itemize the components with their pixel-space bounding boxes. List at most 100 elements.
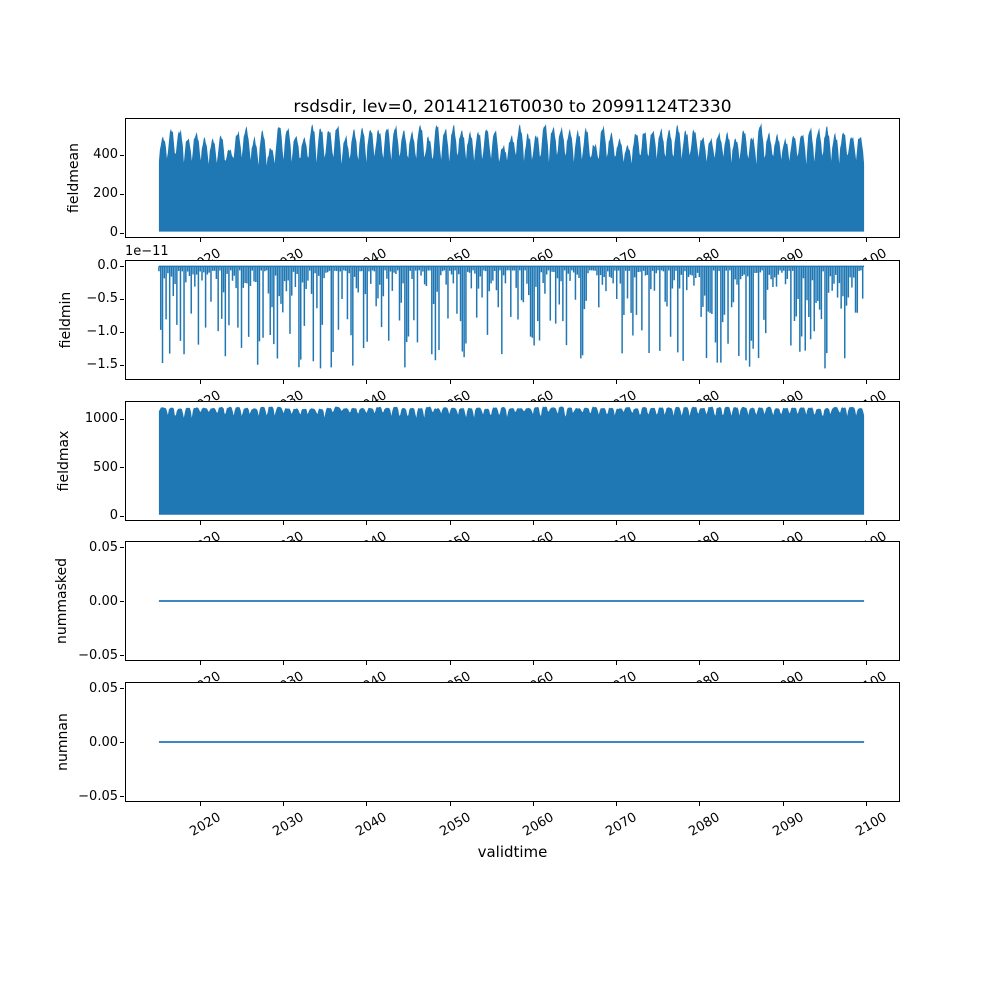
x-tick-mark	[782, 238, 784, 242]
x-tick-label: 2030	[271, 246, 308, 260]
y-tick-mark	[120, 688, 124, 689]
y-tick-label: 0.0	[97, 258, 118, 273]
x-tick-label: 2090	[769, 810, 807, 840]
x-tick-mark	[699, 238, 701, 242]
x-tick-label: 2020	[187, 246, 224, 260]
y-tick-label: 0.05	[89, 680, 118, 696]
x-tick-label: 2040	[353, 810, 390, 840]
x-tick-label: 2060	[520, 388, 557, 401]
subplot-numnan	[125, 682, 900, 802]
x-tick-label: 2080	[686, 810, 723, 840]
y-tick-label: 0.05	[89, 539, 118, 555]
x-tick-mark	[865, 521, 867, 525]
x-tick-label: 2030	[271, 669, 308, 682]
x-tick-label: 2030	[271, 388, 308, 401]
x-axis-label: validtime	[477, 843, 548, 861]
x-tick-label: 2050	[437, 669, 474, 682]
x-axis-gap-strip: 2020 2030 2040 2050 2060 2070 2080 2090 2100	[0, 661, 1000, 682]
x-tick-label: 2030	[270, 810, 307, 840]
x-tick-label: 2060	[520, 246, 557, 260]
x-tick-mark	[532, 661, 534, 665]
x-tick-label: 2040	[354, 388, 391, 401]
x-tick-mark	[616, 661, 618, 665]
x-tick-mark	[449, 802, 451, 806]
y-tick-mark	[120, 193, 124, 195]
x-tick-mark	[699, 521, 701, 525]
y-tick-mark	[120, 467, 124, 468]
y-tick-label: −1.0	[86, 324, 118, 340]
y-tick-mark	[120, 601, 124, 602]
x-tick-label: 2030	[271, 529, 308, 541]
figure-title: rsdsdir, lev=0, 20141216T0030 to 2099112…	[293, 97, 732, 117]
x-tick-mark	[782, 380, 784, 384]
x-tick-label: 2050	[437, 388, 474, 401]
series-nummasked	[158, 600, 865, 602]
x-tick-mark	[366, 521, 368, 525]
y-tick-mark	[120, 418, 124, 420]
y-tick-mark	[120, 515, 124, 517]
x-tick-mark	[782, 661, 784, 665]
x-tick-mark	[532, 802, 534, 806]
x-tick-label: 2060	[520, 529, 557, 541]
x-tick-label: 2020	[187, 529, 224, 541]
x-tick-mark	[616, 521, 618, 525]
x-axis-bottom: 2020 2030 2040 2050 2060 2070 2080 2090 2100	[0, 802, 1000, 844]
x-tick-label: 2080	[687, 529, 724, 541]
x-tick-mark	[283, 661, 285, 665]
x-tick-mark	[366, 238, 368, 242]
x-tick-label: 2100	[853, 669, 890, 682]
x-tick-label: 2070	[603, 529, 640, 541]
x-tick-mark	[283, 521, 285, 525]
x-tick-label: 2080	[687, 669, 724, 682]
x-tick-mark	[865, 380, 867, 384]
x-tick-label: 2100	[853, 529, 890, 541]
x-tick-mark	[366, 380, 368, 384]
y-axis-label-fieldmean: fieldmean	[66, 143, 82, 213]
y-tick-label: 1000	[84, 411, 118, 426]
x-tick-mark	[283, 380, 285, 384]
y-axis-label-numnan: numnan	[55, 713, 71, 771]
x-tick-label: 2020	[187, 388, 224, 401]
x-tick-label: 2090	[770, 246, 807, 260]
x-tick-mark	[283, 238, 285, 242]
subplot-fieldmax	[125, 401, 900, 521]
y-tick-label: 200	[93, 186, 118, 202]
x-tick-mark	[199, 238, 201, 242]
x-tick-mark	[532, 238, 534, 242]
x-tick-mark	[782, 802, 784, 806]
y-tick-label: 0	[109, 225, 118, 240]
x-tick-mark	[865, 802, 867, 806]
x-axis-gap-strip: 2020 2030 2040 2050 2060 2070 2080 2090 2100 1e−1…	[0, 238, 1000, 260]
x-tick-label: 2050	[437, 529, 474, 541]
y-tick-mark	[120, 364, 124, 366]
subplot-fieldmin	[125, 260, 900, 380]
x-tick-mark	[532, 521, 534, 525]
x-tick-mark	[199, 802, 201, 806]
y-axis-label-nummasked: nummasked	[54, 558, 70, 645]
x-tick-label: 2050	[437, 246, 474, 260]
y-tick-label: 400	[93, 147, 118, 163]
x-tick-label: 2090	[770, 529, 807, 541]
x-tick-label: 2100	[853, 246, 890, 260]
x-tick-mark	[199, 521, 201, 525]
x-tick-mark	[699, 380, 701, 384]
x-tick-label: 2090	[770, 388, 807, 401]
x-tick-label: 2060	[520, 810, 557, 840]
x-tick-mark	[199, 380, 201, 384]
x-tick-mark	[699, 661, 701, 665]
y-tick-mark	[120, 655, 124, 656]
x-tick-mark	[699, 802, 701, 806]
y-tick-label: −0.05	[78, 788, 118, 804]
x-axis-gap-strip: 2020 2030 2040 2050 2060 2070 2080 2090 2100	[0, 521, 1000, 541]
x-tick-mark	[616, 380, 618, 384]
x-tick-mark	[616, 802, 618, 806]
x-tick-label: 2040	[354, 246, 391, 260]
y-tick-mark	[120, 232, 124, 234]
subplot-fieldmean	[125, 118, 900, 238]
x-tick-label: 2070	[603, 810, 640, 840]
y-tick-mark	[120, 547, 124, 548]
x-tick-label: 2070	[603, 388, 640, 401]
y-tick-mark	[120, 742, 124, 743]
x-tick-label: 2020	[187, 669, 224, 682]
